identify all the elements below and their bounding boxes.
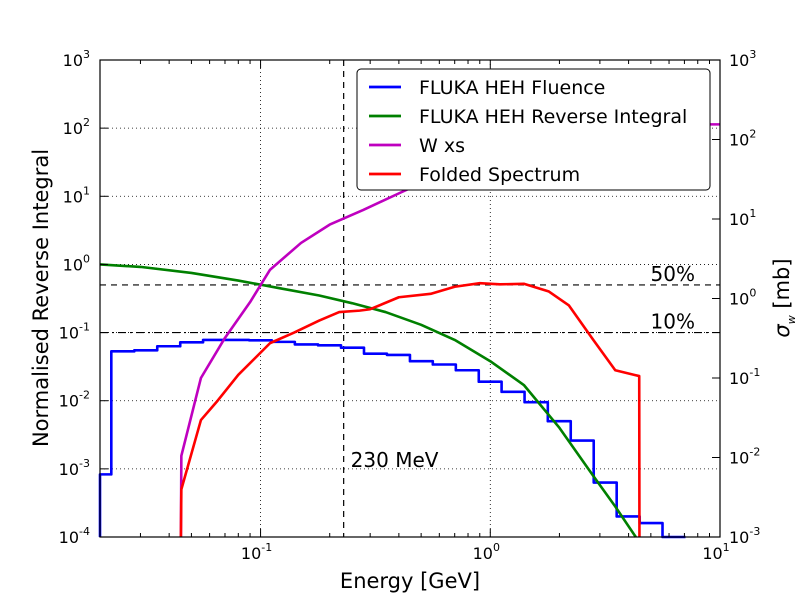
x-tick-label: 101 bbox=[702, 541, 729, 563]
series-line-1 bbox=[99, 263, 637, 538]
ticks: 10-1 100 101 10-4 10-3 10-2 10-1 100 101 102 103 10… bbox=[59, 48, 761, 563]
y-tick-label: 102 bbox=[63, 116, 90, 138]
legend-entry: Folded Spectrum bbox=[419, 164, 580, 186]
series-line-3 bbox=[179, 281, 641, 538]
reference-label: 10% bbox=[651, 310, 695, 334]
y2-axis-label: σw [mb] bbox=[770, 258, 798, 337]
reference-label: 50% bbox=[651, 262, 695, 286]
y-tick-label: 101 bbox=[63, 184, 90, 206]
y-tick-label: 103 bbox=[63, 48, 90, 70]
y-axis-label: Normalised Reverse Integral bbox=[29, 149, 53, 447]
x-tick-label: 100 bbox=[473, 541, 500, 563]
reference-label: 230 MeV bbox=[351, 448, 439, 472]
y2-tick-label: 100 bbox=[729, 287, 756, 309]
y2-axis-subscript: w bbox=[785, 315, 798, 324]
reference-lines: 230 MeV 50% 10% bbox=[100, 60, 720, 537]
y-tick-label: 10-4 bbox=[59, 525, 90, 547]
svg-text:σw [mb]: σw [mb] bbox=[770, 258, 798, 337]
y2-tick-label: 10-1 bbox=[729, 366, 760, 388]
y-tick-label: 10-3 bbox=[59, 457, 90, 479]
legend-entry: W xs bbox=[419, 135, 465, 157]
y2-tick-label: 102 bbox=[729, 128, 756, 150]
legend: FLUKA HEH Fluence FLUKA HEH Reverse Integ… bbox=[356, 68, 711, 191]
y-tick-label: 10-1 bbox=[59, 321, 90, 343]
y2-tick-label: 103 bbox=[729, 48, 756, 70]
x-tick-label: 10-1 bbox=[241, 541, 272, 563]
y2-tick-label: 10-3 bbox=[729, 525, 760, 547]
legend-entry: FLUKA HEH Reverse Integral bbox=[419, 106, 687, 128]
x-axis-label: Energy [GeV] bbox=[340, 569, 480, 593]
y-tick-label: 100 bbox=[63, 252, 90, 274]
legend-box bbox=[356, 68, 711, 191]
y-tick-label: 10-2 bbox=[59, 389, 90, 411]
legend-entry: FLUKA HEH Fluence bbox=[419, 77, 605, 99]
y2-tick-label: 101 bbox=[729, 207, 756, 229]
y2-tick-label: 10-2 bbox=[729, 446, 760, 468]
series-line-0 bbox=[98, 338, 686, 539]
